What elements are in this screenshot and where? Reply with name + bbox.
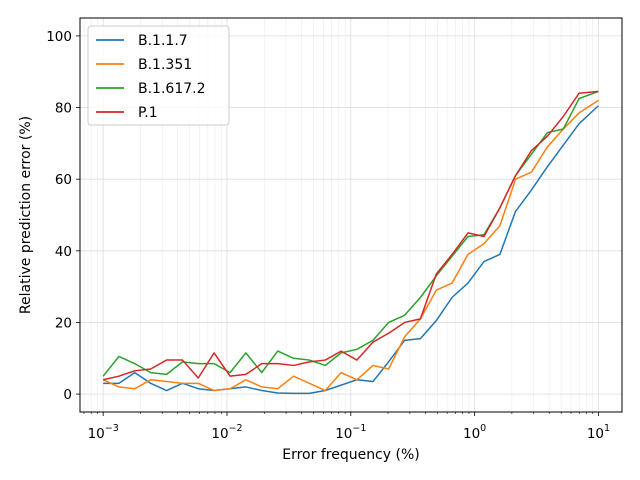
legend-label: B.1.351 <box>138 57 192 73</box>
legend-box <box>87 25 230 126</box>
series-lines <box>102 90 599 395</box>
legend: B.1.1.7 B.1.351 B.1.617.2 P.1 <box>87 25 230 126</box>
y-axis-label: Relative prediction error (%) <box>18 116 34 314</box>
legend-label: B.1.1.7 <box>138 33 188 49</box>
major-gridlines <box>80 18 622 412</box>
legend-label: P.1 <box>138 105 158 121</box>
series-line-P.1 <box>102 90 599 381</box>
x-tick-label: 10−2 <box>211 423 242 442</box>
x-tick-label: 10−3 <box>88 423 119 442</box>
x-axis-label: Error frequency (%) <box>282 447 419 463</box>
x-axis-ticks: 10−3 10−2 10−1 100 101 <box>83 412 610 442</box>
x-tick-label: 101 <box>587 423 610 442</box>
y-tick-label: 60 <box>55 172 72 188</box>
series-line-B.1.351 <box>102 99 599 392</box>
x-tick-label: 100 <box>463 423 486 442</box>
legend-label: B.1.617.2 <box>138 81 206 97</box>
y-tick-label: 20 <box>55 315 72 331</box>
y-axis-ticks: 0 20 40 60 80 100 <box>46 29 80 403</box>
y-tick-label: 80 <box>55 101 72 117</box>
series-line-B.1.1.7 <box>103 105 599 395</box>
y-tick-label: 0 <box>63 387 72 403</box>
y-tick-label: 40 <box>55 244 72 260</box>
x-tick-label: 10−1 <box>335 423 366 442</box>
y-tick-label: 100 <box>46 29 72 45</box>
